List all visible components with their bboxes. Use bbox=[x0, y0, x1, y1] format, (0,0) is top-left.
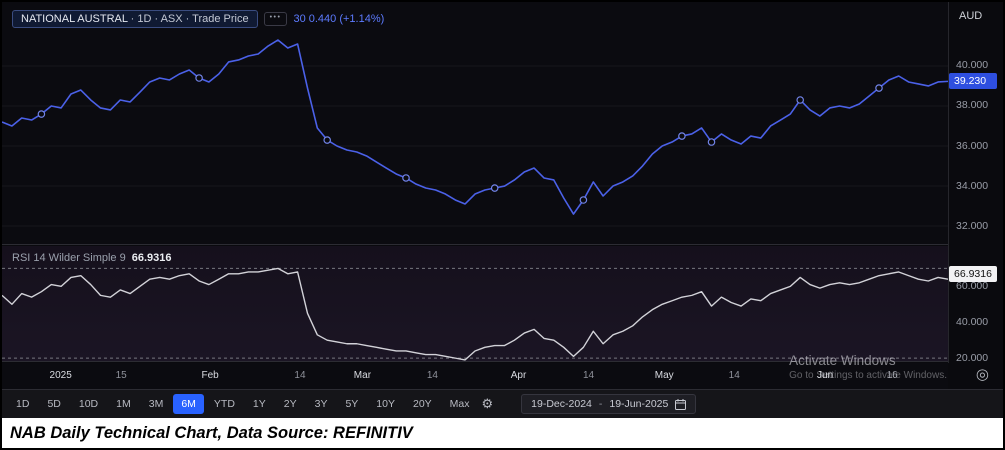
price-axis-label: 32.000 bbox=[956, 219, 989, 232]
rsi-axis-label: 60.000 bbox=[956, 279, 989, 292]
instrument-name: NATIONAL AUSTRAL bbox=[21, 13, 128, 25]
rsi-value-badge: 66.9316 bbox=[949, 266, 997, 283]
range-button-3m[interactable]: 3M bbox=[141, 394, 172, 414]
price-event-marker[interactable] bbox=[402, 174, 410, 182]
range-button-20y[interactable]: 20Y bbox=[405, 394, 440, 414]
quote-change: 30 0.440 (+1.14%) bbox=[293, 13, 385, 25]
chart-application: NATIONAL AUSTRAL · 1D · ASX · Trade Pric… bbox=[2, 2, 1003, 418]
watermark-line1: Activate Windows bbox=[789, 353, 896, 368]
rsi-axis-label: 40.000 bbox=[956, 315, 989, 328]
activate-windows-watermark: Activate Windows Go to Settings to activ… bbox=[789, 353, 947, 381]
range-button-1y[interactable]: 1Y bbox=[245, 394, 274, 414]
rsi-line-chart[interactable] bbox=[2, 246, 948, 361]
range-button-10y[interactable]: 10Y bbox=[368, 394, 403, 414]
price-series-line bbox=[2, 39, 948, 215]
price-panel bbox=[2, 2, 948, 245]
date-separator: - bbox=[598, 398, 603, 410]
price-line-chart[interactable] bbox=[2, 2, 948, 244]
price-event-marker[interactable] bbox=[579, 196, 588, 204]
range-toolbar: 1D 5D 10D 1M 3M 6M YTD 1Y 2Y 3Y 5Y 10Y 20Y Max ⚙ 19-D… bbox=[2, 389, 1003, 418]
range-button-10d[interactable]: 10D bbox=[71, 394, 106, 414]
price-axis-label: 36.000 bbox=[956, 139, 989, 152]
range-button-max[interactable]: Max bbox=[442, 394, 478, 414]
currency-label: AUD bbox=[959, 10, 983, 22]
price-axis-label: 34.000 bbox=[956, 179, 989, 192]
rsi-label: RSI 14 Wilder Simple 9 bbox=[12, 252, 126, 264]
x-axis-label: Mar bbox=[353, 370, 372, 381]
range-button-5d[interactable]: 5D bbox=[39, 394, 68, 414]
chart-params: · 1D · ASX · Trade Price bbox=[127, 13, 249, 25]
date-range-picker[interactable]: 19-Dec-2024 - 19-Jun-2025 bbox=[521, 394, 697, 414]
rsi-legend: RSI 14 Wilder Simple 9 66.9316 bbox=[12, 252, 171, 264]
x-axis-label: Jun bbox=[816, 370, 834, 381]
price-axis-label: 38.000 bbox=[956, 99, 989, 112]
price-event-marker[interactable] bbox=[875, 84, 883, 92]
rsi-axis-label: 20.000 bbox=[956, 352, 989, 365]
price-event-marker[interactable] bbox=[796, 96, 805, 104]
price-event-marker[interactable] bbox=[37, 110, 46, 118]
rsi-value: 66.9316 bbox=[131, 252, 172, 264]
calendar-icon bbox=[675, 398, 687, 410]
x-axis-label: 14 bbox=[728, 370, 740, 381]
x-axis-label: Feb bbox=[201, 370, 219, 381]
range-button-1d[interactable]: 1D bbox=[8, 394, 37, 414]
last-price-badge: 39.230 bbox=[949, 72, 997, 89]
x-axis-label: 15 bbox=[115, 370, 127, 381]
price-event-marker[interactable] bbox=[195, 74, 203, 82]
watermark-line2: Go to Settings to activate Windows. bbox=[789, 370, 947, 381]
rsi-panel bbox=[2, 246, 948, 362]
range-button-2y[interactable]: 2Y bbox=[276, 394, 305, 414]
x-axis-label: 14 bbox=[294, 370, 306, 381]
price-axis-label: 40.000 bbox=[956, 59, 989, 72]
range-button-1m[interactable]: 1M bbox=[108, 394, 139, 414]
range-button-3y[interactable]: 3Y bbox=[307, 394, 336, 414]
x-axis: 2025 15 Feb 14 Mar 14 Apr 14 May 14 Jun 16 bbox=[2, 363, 948, 389]
caption: NAB Daily Technical Chart, Data Source: … bbox=[2, 418, 1003, 448]
range-button-6m[interactable]: 6M bbox=[173, 394, 204, 414]
x-axis-label: Apr bbox=[510, 370, 527, 381]
x-axis-label: 14 bbox=[426, 370, 438, 381]
range-button-5y[interactable]: 5Y bbox=[337, 394, 366, 414]
x-axis-label: May bbox=[654, 370, 674, 381]
settings-gear-icon[interactable]: ⚙ bbox=[481, 396, 494, 411]
price-event-marker[interactable] bbox=[678, 132, 686, 140]
y-axis-gutter: AUD 39.230 66.9316 40.000 38.000 36.000 34.… bbox=[948, 2, 1003, 365]
x-axis-label: 2025 bbox=[49, 370, 72, 381]
overflow-menu-icon[interactable]: ••• bbox=[263, 12, 288, 26]
instrument-chip[interactable]: NATIONAL AUSTRAL · 1D · ASX · Trade Pric… bbox=[12, 10, 258, 28]
range-button-ytd[interactable]: YTD bbox=[206, 394, 243, 414]
date-to: 19-Jun-2025 bbox=[609, 398, 669, 410]
chart-legend: NATIONAL AUSTRAL · 1D · ASX · Trade Pric… bbox=[12, 10, 384, 28]
date-from: 19-Dec-2024 bbox=[531, 398, 592, 410]
crosshair-target-icon[interactable]: ◎ bbox=[975, 366, 989, 383]
price-event-marker[interactable] bbox=[707, 138, 716, 146]
rsi-series-line bbox=[2, 267, 948, 361]
price-event-marker[interactable] bbox=[323, 136, 332, 144]
range-buttons: 1D 5D 10D 1M 3M 6M YTD 1Y 2Y 3Y 5Y 10Y 20Y Max bbox=[8, 394, 478, 414]
x-axis-label: 16 bbox=[886, 370, 898, 381]
x-axis-label: 14 bbox=[582, 370, 595, 381]
price-event-marker[interactable] bbox=[490, 184, 499, 192]
